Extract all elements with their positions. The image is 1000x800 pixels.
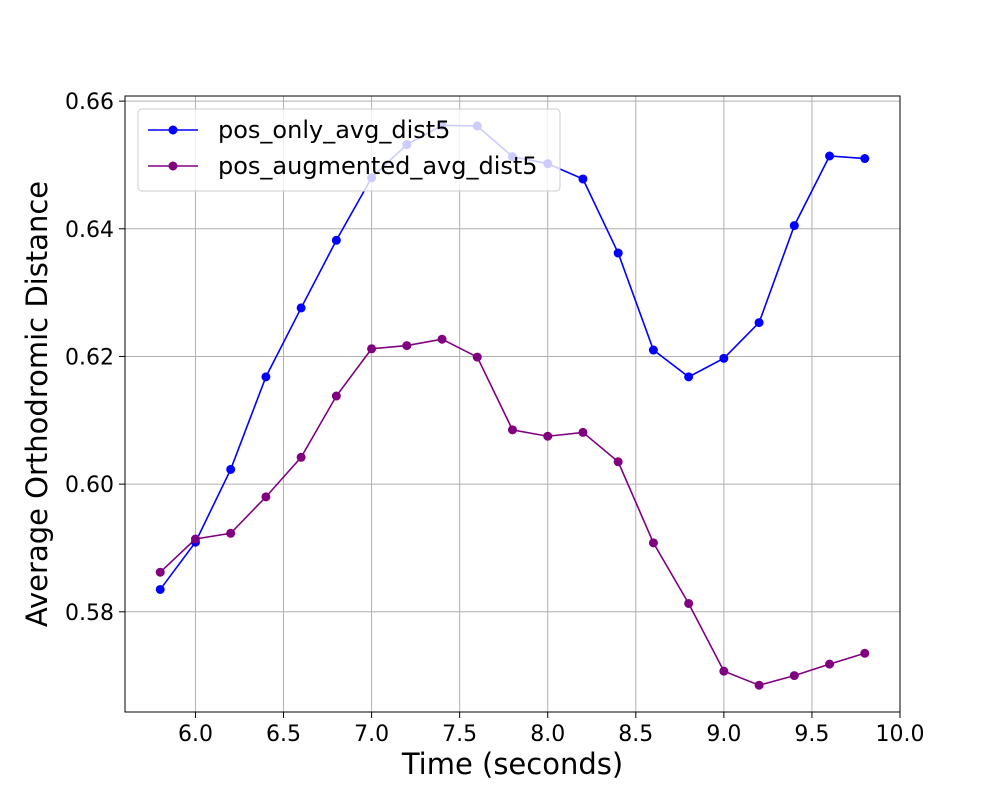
- data-point: [155, 584, 165, 594]
- data-point: [190, 534, 200, 544]
- data-point: [613, 457, 623, 467]
- data-point: [719, 353, 729, 363]
- x-tick-label: 6.0: [178, 722, 213, 747]
- data-point: [367, 344, 377, 354]
- data-point: [296, 452, 306, 462]
- data-point: [296, 303, 306, 313]
- legend-item: pos_augmented_avg_dist5: [148, 152, 538, 180]
- x-tick-label: 6.5: [266, 722, 301, 747]
- data-point: [754, 680, 764, 690]
- legend-box: [137, 108, 561, 192]
- data-point: [719, 666, 729, 676]
- x-tick-label: 8.5: [618, 722, 653, 747]
- data-point: [860, 648, 870, 658]
- y-tick-label: 0.62: [65, 345, 114, 370]
- y-tick-label: 0.60: [65, 473, 114, 498]
- data-point: [226, 464, 236, 474]
- data-point: [860, 154, 870, 164]
- data-point: [508, 425, 517, 435]
- data-point: [155, 567, 165, 577]
- y-tick-label: 0.58: [65, 601, 114, 626]
- data-point: [648, 538, 658, 548]
- data-point: [684, 598, 694, 608]
- legend-item: pos_only_avg_dist5: [148, 116, 450, 144]
- data-point: [825, 659, 835, 669]
- data-point: [684, 372, 694, 382]
- data-point: [261, 492, 271, 502]
- data-point: [437, 334, 447, 344]
- data-point: [261, 372, 271, 382]
- data-point: [331, 235, 341, 245]
- data-point: [648, 345, 658, 355]
- x-tick-label: 7.0: [354, 722, 389, 747]
- legend-marker: [168, 161, 178, 171]
- plot-area-frame: [124, 95, 901, 713]
- legend: pos_only_avg_dist5 pos_augmented_avg_dist…: [137, 108, 561, 192]
- series-pos_only_avg_dist5: [155, 120, 870, 594]
- data-point: [331, 391, 341, 401]
- series-pos_augmented_avg_dist5: [155, 334, 870, 690]
- y-tick-label: 0.64: [65, 218, 114, 243]
- series-line: [159, 338, 866, 687]
- data-point: [472, 352, 482, 362]
- legend-label: pos_augmented_avg_dist5: [218, 152, 538, 180]
- data-point: [578, 427, 588, 437]
- series-group: [155, 120, 870, 690]
- grid-lines: [125, 96, 901, 712]
- y-tick-label: 0.66: [65, 90, 114, 115]
- data-point: [613, 248, 623, 258]
- data-point: [402, 341, 412, 351]
- data-point: [789, 671, 799, 681]
- data-point: [226, 528, 236, 538]
- y-axis-title: Average Orthodromic Distance: [20, 181, 54, 627]
- x-axis-title: Time (seconds): [401, 747, 623, 781]
- data-point: [543, 431, 553, 441]
- data-point: [754, 318, 764, 328]
- x-tick-label: 9.5: [794, 722, 829, 747]
- x-tick-label: 10.0: [876, 722, 925, 747]
- data-point: [825, 151, 835, 161]
- legend-marker: [168, 125, 178, 135]
- axis-ticks: 6.0 6.5 7.0 7.5 8.0 8.5 9.0 9.5 10.0 0.58 0.60 0.62…: [65, 90, 924, 747]
- x-tick-label: 8.0: [530, 722, 565, 747]
- data-point: [578, 174, 588, 184]
- x-tick-label: 7.5: [442, 722, 477, 747]
- legend-label: pos_only_avg_dist5: [218, 116, 450, 144]
- x-tick-label: 9.0: [706, 722, 741, 747]
- data-point: [789, 221, 799, 231]
- series-line: [159, 124, 865, 590]
